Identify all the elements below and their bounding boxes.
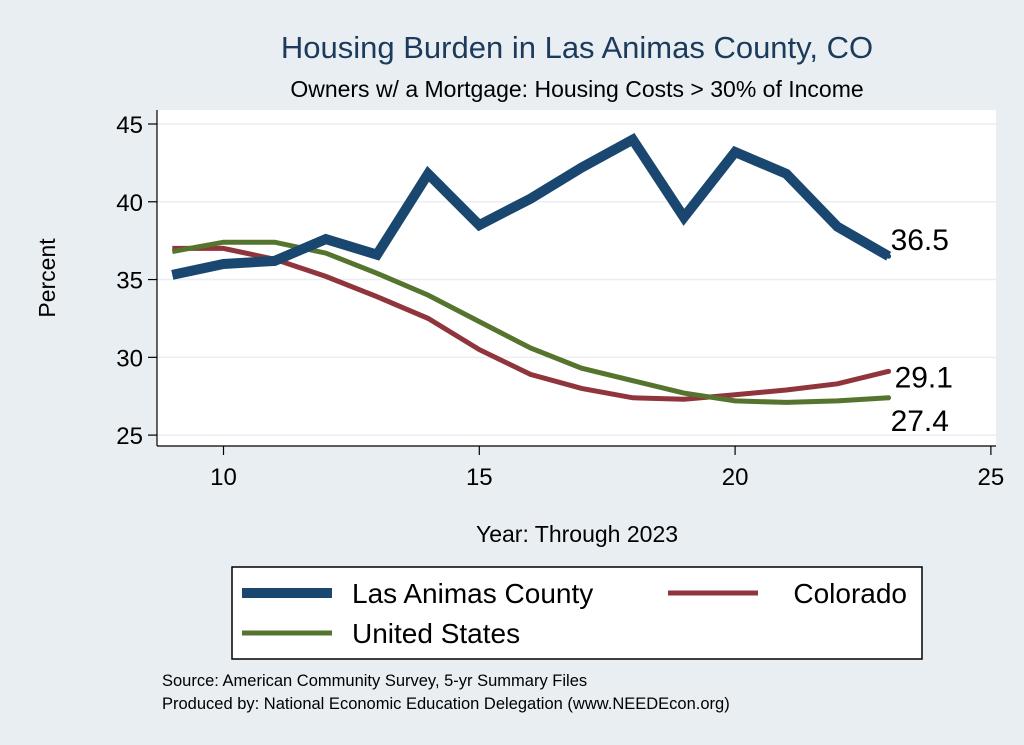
x-tick-label-20: 20 [722, 464, 749, 491]
series-line-0 [171, 133, 892, 280]
x-axis-ticks: 10 15 20 25 [210, 446, 1004, 491]
chart-subtitle: Owners w/ a Mortgage: Housing Costs > 30… [290, 76, 863, 102]
chart-title: Housing Burden in Las Animas County, CO [281, 30, 873, 65]
y-tick-label-35: 35 [116, 268, 143, 295]
end-marker-1 [886, 368, 892, 374]
producer-note: Produced by: National Economic Education… [162, 695, 730, 713]
end-value-labels: 36.5 29.1 27.4 [886, 224, 953, 438]
end-marker-0 [886, 253, 892, 259]
legend-label-0: Las Animas County [352, 578, 593, 609]
end-label-2: 27.4 [891, 405, 949, 438]
y-tick-label-45: 45 [116, 112, 143, 139]
y-tick-label-25: 25 [116, 423, 143, 450]
y-tick-label-40: 40 [116, 190, 143, 217]
gridlines [157, 123, 996, 436]
legend-label-1: Colorado [793, 578, 907, 609]
y-axis-ticks: 25 30 35 40 45 [116, 112, 157, 450]
series-line-2 [171, 239, 889, 405]
end-label-0: 36.5 [891, 224, 949, 257]
y-tick-label-30: 30 [116, 345, 143, 372]
legend-label-2: United States [352, 618, 520, 649]
end-marker-2 [886, 395, 892, 401]
plot-area [157, 110, 996, 446]
legend-box [231, 566, 923, 660]
x-axis-label: Year: Through 2023 [476, 521, 678, 547]
x-tick-label-15: 15 [466, 464, 493, 491]
x-tick-label-25: 25 [978, 464, 1005, 491]
end-label-1: 29.1 [895, 361, 953, 394]
x-tick-label-10: 10 [210, 464, 237, 491]
source-note: Source: American Community Survey, 5-yr … [162, 672, 587, 690]
axes [156, 110, 996, 447]
legend: Las Animas County Colorado United States [242, 578, 907, 649]
series-line-1 [172, 245, 890, 402]
series-lines [171, 133, 892, 405]
y-axis-label: Percent [34, 238, 60, 318]
